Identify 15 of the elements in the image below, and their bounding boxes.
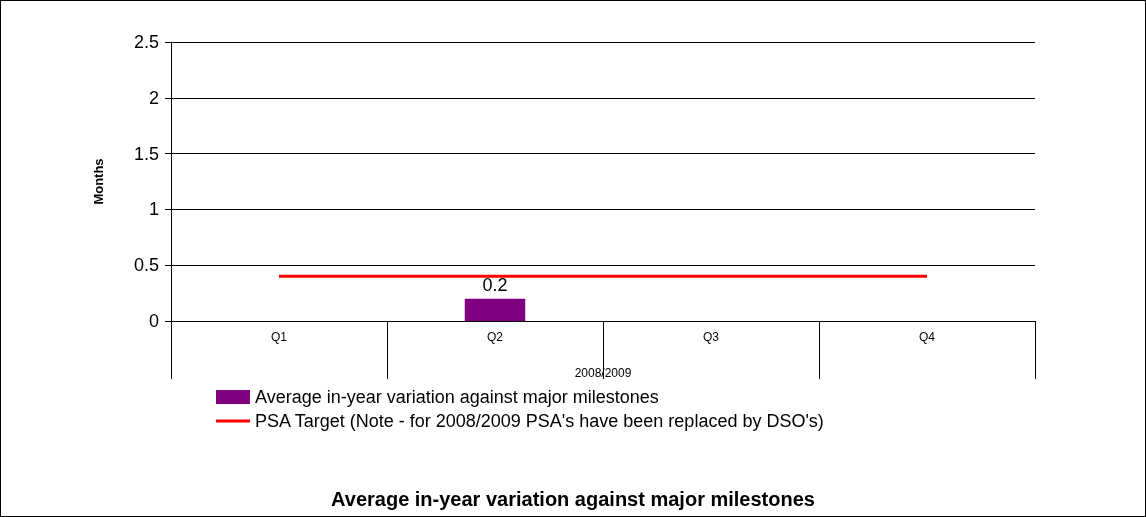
y-tick-label: 1 <box>148 199 159 220</box>
y-axis-title: Months <box>91 158 106 205</box>
y-tick-label: 0 <box>148 311 159 331</box>
y-tick-label: 0.5 <box>133 255 159 276</box>
text: Average in-year variation against major milestones <box>331 488 815 510</box>
data-label: 0.2 <box>482 274 508 295</box>
y-tick-label: 2.5 <box>133 32 159 52</box>
y-tick-label: 1.5 <box>133 143 159 164</box>
x-tick-label: Q4 <box>918 330 936 344</box>
y-tick-label: 2 <box>148 87 159 108</box>
x-tick-label: Q3 <box>702 330 720 344</box>
x-tick-label: Q2 <box>486 330 504 344</box>
legend-label: PSA Target (Note - for 2008/2009 PSA's have been replaced by DSO's) <box>255 411 824 431</box>
x-tick-label: Q1 <box>270 330 288 344</box>
legend-label: Average in-year variation against major milestones <box>255 387 659 407</box>
